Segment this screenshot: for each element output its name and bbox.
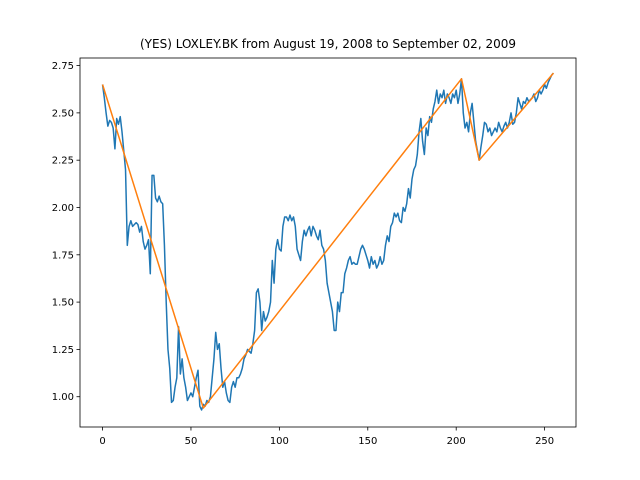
price-line	[101, 72, 555, 409]
y-tick-label: 1.50	[52, 298, 74, 309]
x-tick-label: 0	[99, 436, 105, 447]
x-tick-label: 50	[185, 436, 198, 447]
y-tick-label: 1.25	[52, 345, 74, 356]
y-tick-label: 2.00	[52, 203, 74, 214]
y-tick-label: 1.75	[52, 250, 74, 261]
x-tick-label: 250	[535, 436, 554, 447]
chart-title: (YES) LOXLEY.BK from August 19, 2008 to …	[140, 37, 516, 51]
x-tick-label: 200	[447, 436, 466, 447]
y-tick-label: 2.25	[52, 156, 74, 167]
y-tick-label: 2.75	[52, 61, 74, 72]
plot-frame	[79, 57, 577, 428]
x-tick-label: 100	[270, 436, 289, 447]
y-tick-label: 2.50	[52, 108, 74, 119]
y-tick-label: 1.00	[52, 392, 74, 403]
x-tick-label: 150	[358, 436, 377, 447]
